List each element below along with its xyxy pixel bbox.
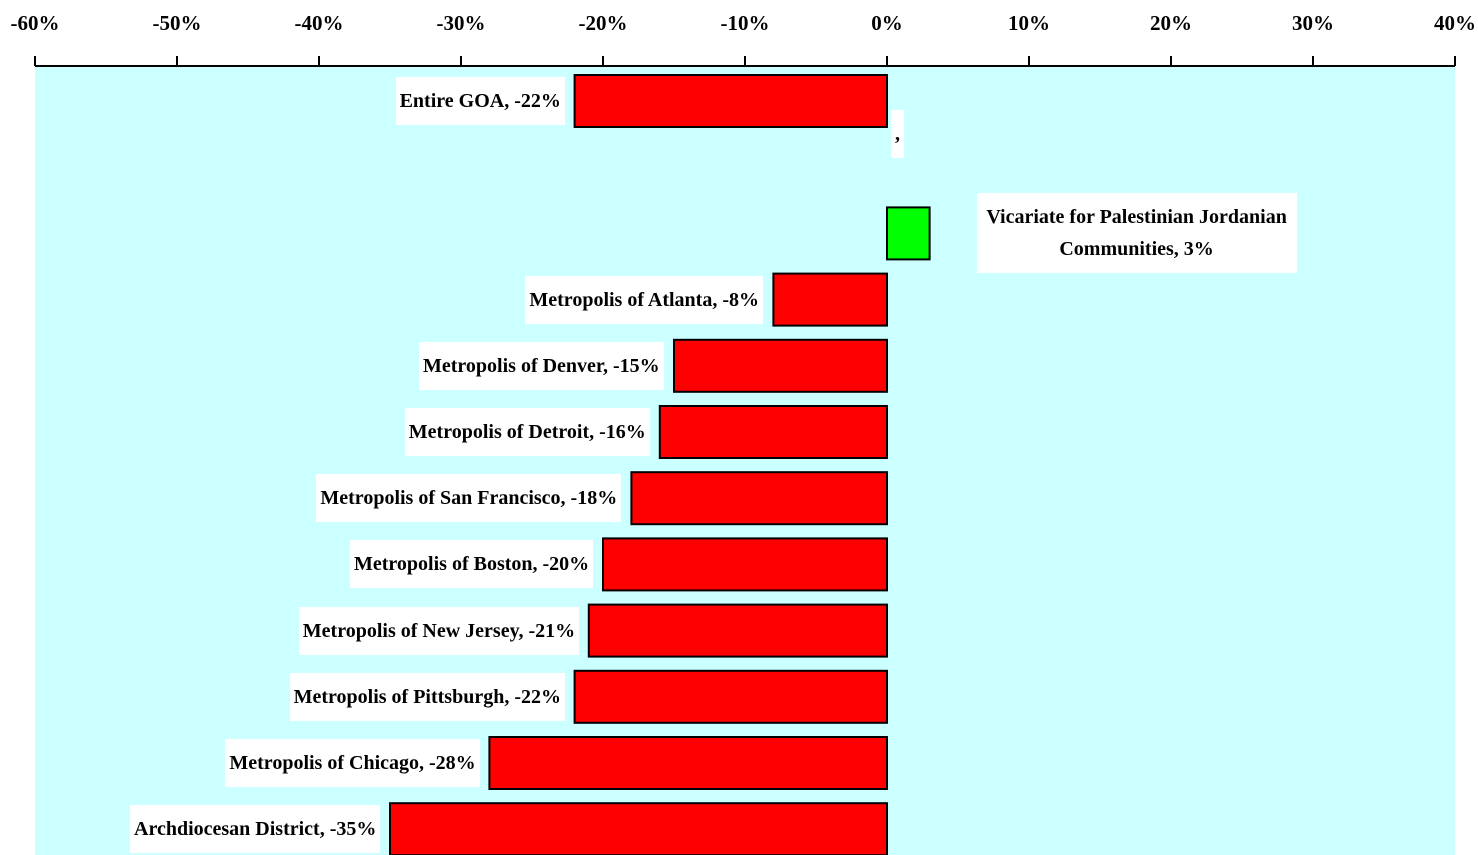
x-tick-label: 10% <box>1008 11 1050 35</box>
x-tick-label: -50% <box>153 11 202 35</box>
x-tick-label: 20% <box>1150 11 1192 35</box>
bar <box>573 74 888 128</box>
data-label: Metropolis of New Jersey, -21% <box>298 606 580 655</box>
bar <box>630 471 889 526</box>
data-label: Metropolis of Detroit, -16% <box>404 408 650 456</box>
x-tick-label: 40% <box>1434 11 1476 35</box>
x-tick-label: -10% <box>721 11 770 35</box>
bar <box>772 272 889 327</box>
bar <box>886 206 931 261</box>
x-tick-label: -20% <box>579 11 628 35</box>
x-tick-label: 30% <box>1292 11 1334 35</box>
x-tick-label: -40% <box>295 11 344 35</box>
bar <box>673 338 888 393</box>
bar <box>602 537 888 592</box>
data-label: Metropolis of Pittsburgh, -22% <box>289 672 565 721</box>
x-tick-label: -60% <box>11 11 60 35</box>
bar <box>587 603 888 658</box>
data-label: , <box>891 110 904 159</box>
data-label: Metropolis of Boston, -20% <box>350 540 594 589</box>
data-label: Metropolis of Atlanta, -8% <box>525 275 763 324</box>
data-label: Entire GOA, -22% <box>395 77 565 125</box>
x-tick-label: 0% <box>871 11 903 35</box>
bar <box>658 405 888 459</box>
bar <box>573 669 888 724</box>
data-label: Metropolis of Denver, -15% <box>419 341 664 390</box>
data-label: Metropolis of Chicago, -28% <box>225 739 480 787</box>
bar <box>389 802 888 855</box>
bar <box>488 736 888 790</box>
x-tick-label: -30% <box>437 11 486 35</box>
data-label: Archdiocesan District, -35% <box>130 805 381 854</box>
data-label: Vicariate for Palestinian Jordanian Comm… <box>976 193 1297 274</box>
data-label: Metropolis of San Francisco, -18% <box>316 474 622 523</box>
